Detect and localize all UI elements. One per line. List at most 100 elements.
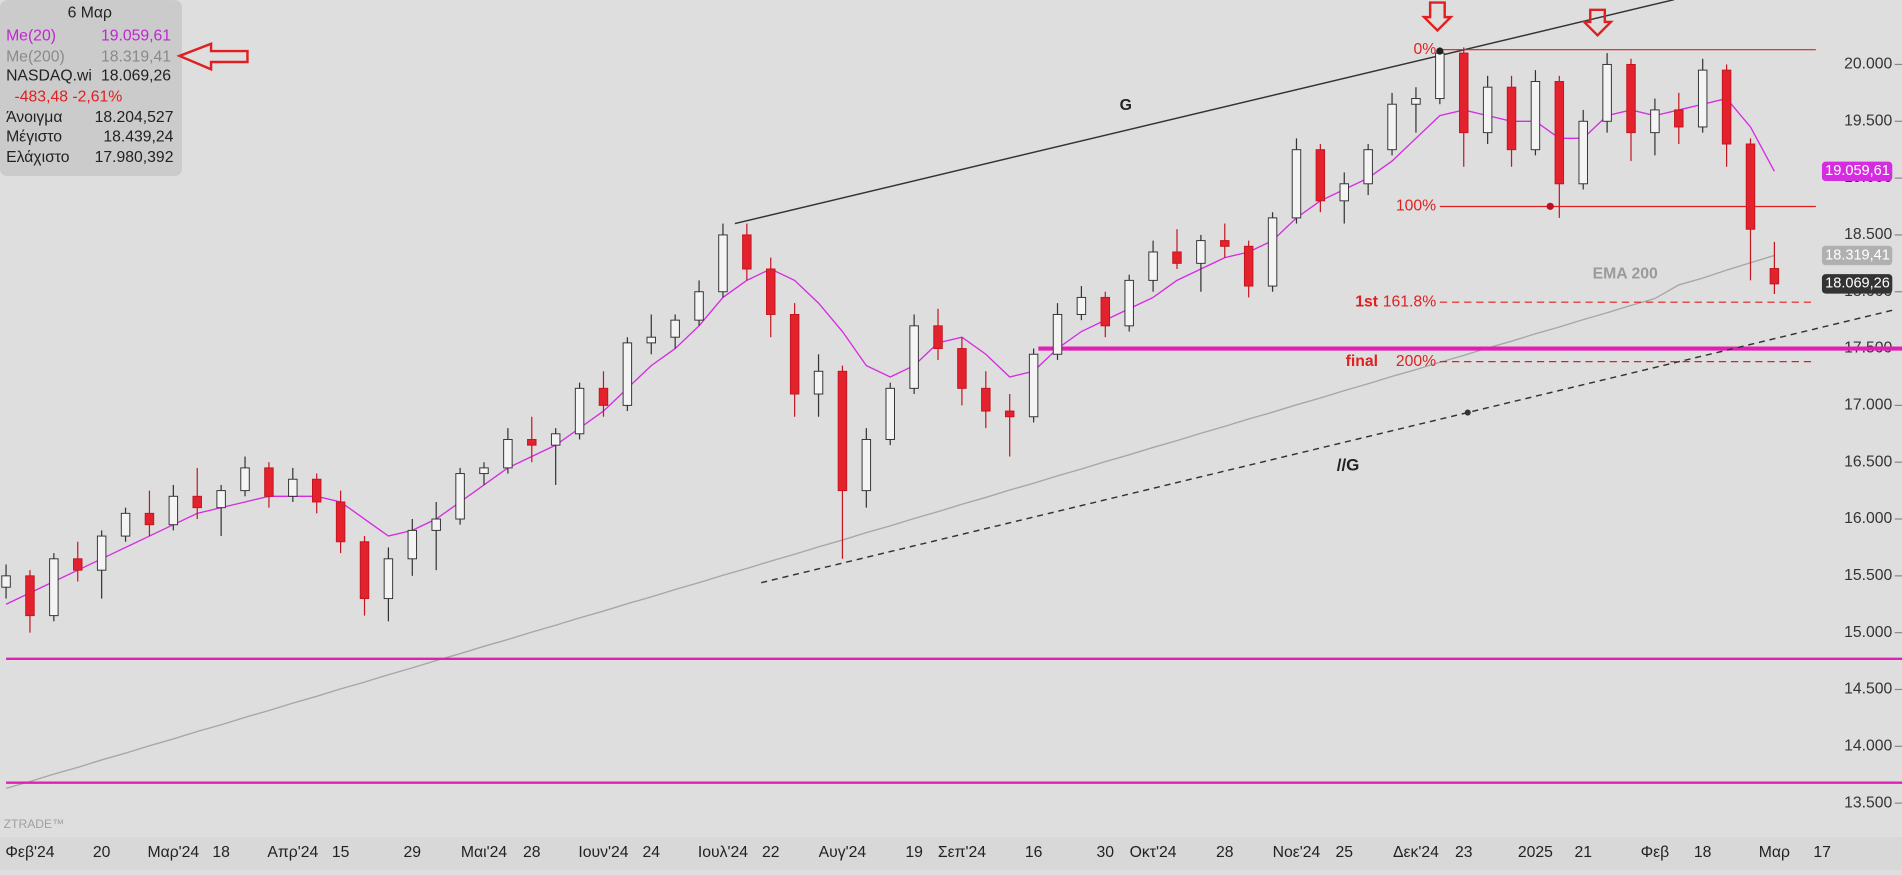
candle-body bbox=[311, 478, 322, 503]
x-tick-label: Μαι'24 bbox=[461, 844, 507, 861]
candle-body bbox=[1626, 63, 1636, 134]
quote-value: 18.069,26 bbox=[101, 68, 171, 85]
annotations bbox=[1421, 1, 1614, 416]
candle-body bbox=[646, 336, 656, 344]
candle-body bbox=[1315, 149, 1326, 202]
x-tick-label: Ιουλ'24 bbox=[698, 844, 748, 861]
candle-body bbox=[73, 558, 83, 571]
x-tick-label: Μαρ bbox=[1759, 844, 1790, 861]
candle-body bbox=[1052, 313, 1063, 355]
candle-body bbox=[1459, 52, 1469, 134]
candle-body bbox=[1, 575, 11, 588]
pivot-dot bbox=[1436, 47, 1444, 55]
candle-body bbox=[1148, 251, 1158, 281]
candle-body bbox=[718, 234, 728, 293]
x-tick-label: 28 bbox=[1216, 844, 1234, 861]
candle-body bbox=[789, 313, 800, 395]
candle-body bbox=[574, 387, 585, 435]
pivot-dot bbox=[1546, 202, 1554, 210]
y-tick-label: 15.000 bbox=[1844, 624, 1892, 641]
y-tick-label: 13.500 bbox=[1844, 794, 1892, 811]
candle-body bbox=[1554, 81, 1565, 185]
x-tick-label: 18 bbox=[1694, 844, 1712, 861]
candle-body bbox=[1530, 81, 1541, 151]
x-tick-label: 29 bbox=[404, 844, 422, 861]
annotation: EMA 200 bbox=[1593, 265, 1658, 282]
fib-tag: final bbox=[1346, 353, 1378, 370]
quote-change: -483,48 -2,61% bbox=[15, 88, 123, 105]
legend-value: 19.059,61 bbox=[101, 28, 171, 45]
candle-body bbox=[1076, 296, 1087, 315]
ma-line bbox=[5, 97, 1775, 605]
down-arrow bbox=[1581, 8, 1614, 38]
candle-body bbox=[1674, 109, 1684, 128]
x-tick-label: Ιουν'24 bbox=[578, 844, 628, 861]
candle-body bbox=[1650, 109, 1660, 134]
x-tick-label: 2025 bbox=[1518, 844, 1553, 861]
candle-body bbox=[1769, 268, 1780, 285]
stat-name: Μέγιστο bbox=[6, 128, 62, 145]
candle-body bbox=[1482, 86, 1493, 134]
trendline bbox=[734, 0, 1675, 225]
x-tick-label: 30 bbox=[1097, 844, 1115, 861]
x-tick-label: 28 bbox=[523, 844, 541, 861]
y-tick-label: 14.500 bbox=[1844, 681, 1892, 698]
price-tag-label: 18.319,41 bbox=[1825, 247, 1890, 263]
fib-label: 200% bbox=[1396, 353, 1436, 370]
candle-body bbox=[957, 348, 967, 389]
x-tick-label: Οκτ'24 bbox=[1130, 844, 1177, 861]
candle-body bbox=[120, 512, 131, 537]
candle-body bbox=[1363, 149, 1373, 185]
x-tick-label: 17 bbox=[1813, 844, 1831, 861]
x-tick-label: 20 bbox=[93, 844, 111, 861]
candle-body bbox=[1243, 245, 1254, 287]
candle-body bbox=[527, 438, 537, 446]
legend-name: Me(200) bbox=[6, 48, 65, 65]
candle-body bbox=[1124, 279, 1134, 327]
x-tick-label: 22 bbox=[762, 844, 780, 861]
price-tag bbox=[1821, 161, 1893, 182]
legend-arrow bbox=[176, 42, 249, 72]
candle-body bbox=[455, 473, 465, 520]
y-tick-label: 18.500 bbox=[1844, 226, 1892, 243]
candle-body bbox=[1387, 103, 1397, 151]
x-tick-label: Αυγ'24 bbox=[819, 844, 867, 861]
x-tick-label: 21 bbox=[1574, 844, 1592, 861]
fib-label: 0% bbox=[1413, 41, 1436, 58]
candle-body bbox=[550, 433, 561, 446]
candle-body bbox=[1411, 98, 1421, 105]
candle-body bbox=[1721, 69, 1732, 145]
stat-value: 17.980,392 bbox=[95, 149, 174, 166]
y-tick-label: 19.500 bbox=[1844, 112, 1892, 129]
y-tick-label: 20.000 bbox=[1844, 56, 1892, 73]
candle-body bbox=[909, 325, 919, 389]
candle-body bbox=[1339, 183, 1349, 202]
x-tick-label: Νοε'24 bbox=[1273, 844, 1321, 861]
candle-body bbox=[837, 370, 848, 492]
candle-body bbox=[335, 501, 346, 543]
price-tag-label: 18.069,26 bbox=[1825, 276, 1890, 292]
quote-name: NASDAQ.wi bbox=[6, 68, 92, 85]
candle-body bbox=[216, 490, 226, 509]
candle-body bbox=[144, 512, 155, 526]
candle-body bbox=[192, 495, 202, 509]
price-tag-label: 19.059,61 bbox=[1825, 163, 1890, 179]
y-tick-label: 16.000 bbox=[1844, 510, 1892, 527]
x-axis-band bbox=[0, 837, 1902, 870]
x-tick-label: Σεπ'24 bbox=[938, 844, 986, 861]
legend-value: 18.319,41 bbox=[101, 48, 171, 65]
x-tick-label: 16 bbox=[1025, 844, 1043, 861]
candle-body bbox=[1745, 143, 1756, 230]
x-tick-label: 25 bbox=[1335, 844, 1353, 861]
down-arrow bbox=[1421, 1, 1454, 33]
candle-body bbox=[240, 467, 250, 492]
fib-label: 161.8% bbox=[1383, 293, 1436, 310]
candle-body bbox=[168, 495, 179, 526]
stat-name: Ελάχιστο bbox=[6, 149, 70, 166]
legend-name: Me(20) bbox=[6, 28, 56, 45]
candle-body bbox=[766, 268, 776, 315]
